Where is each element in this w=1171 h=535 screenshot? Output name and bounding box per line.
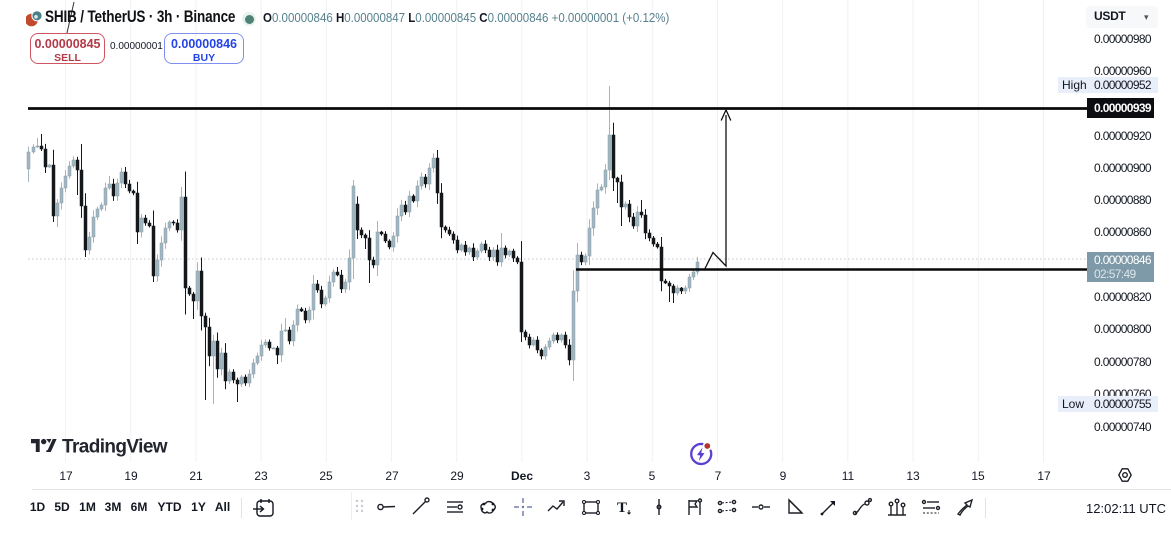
svg-text:T: T [617, 500, 627, 516]
svg-text:TradingView: TradingView [62, 436, 168, 457]
